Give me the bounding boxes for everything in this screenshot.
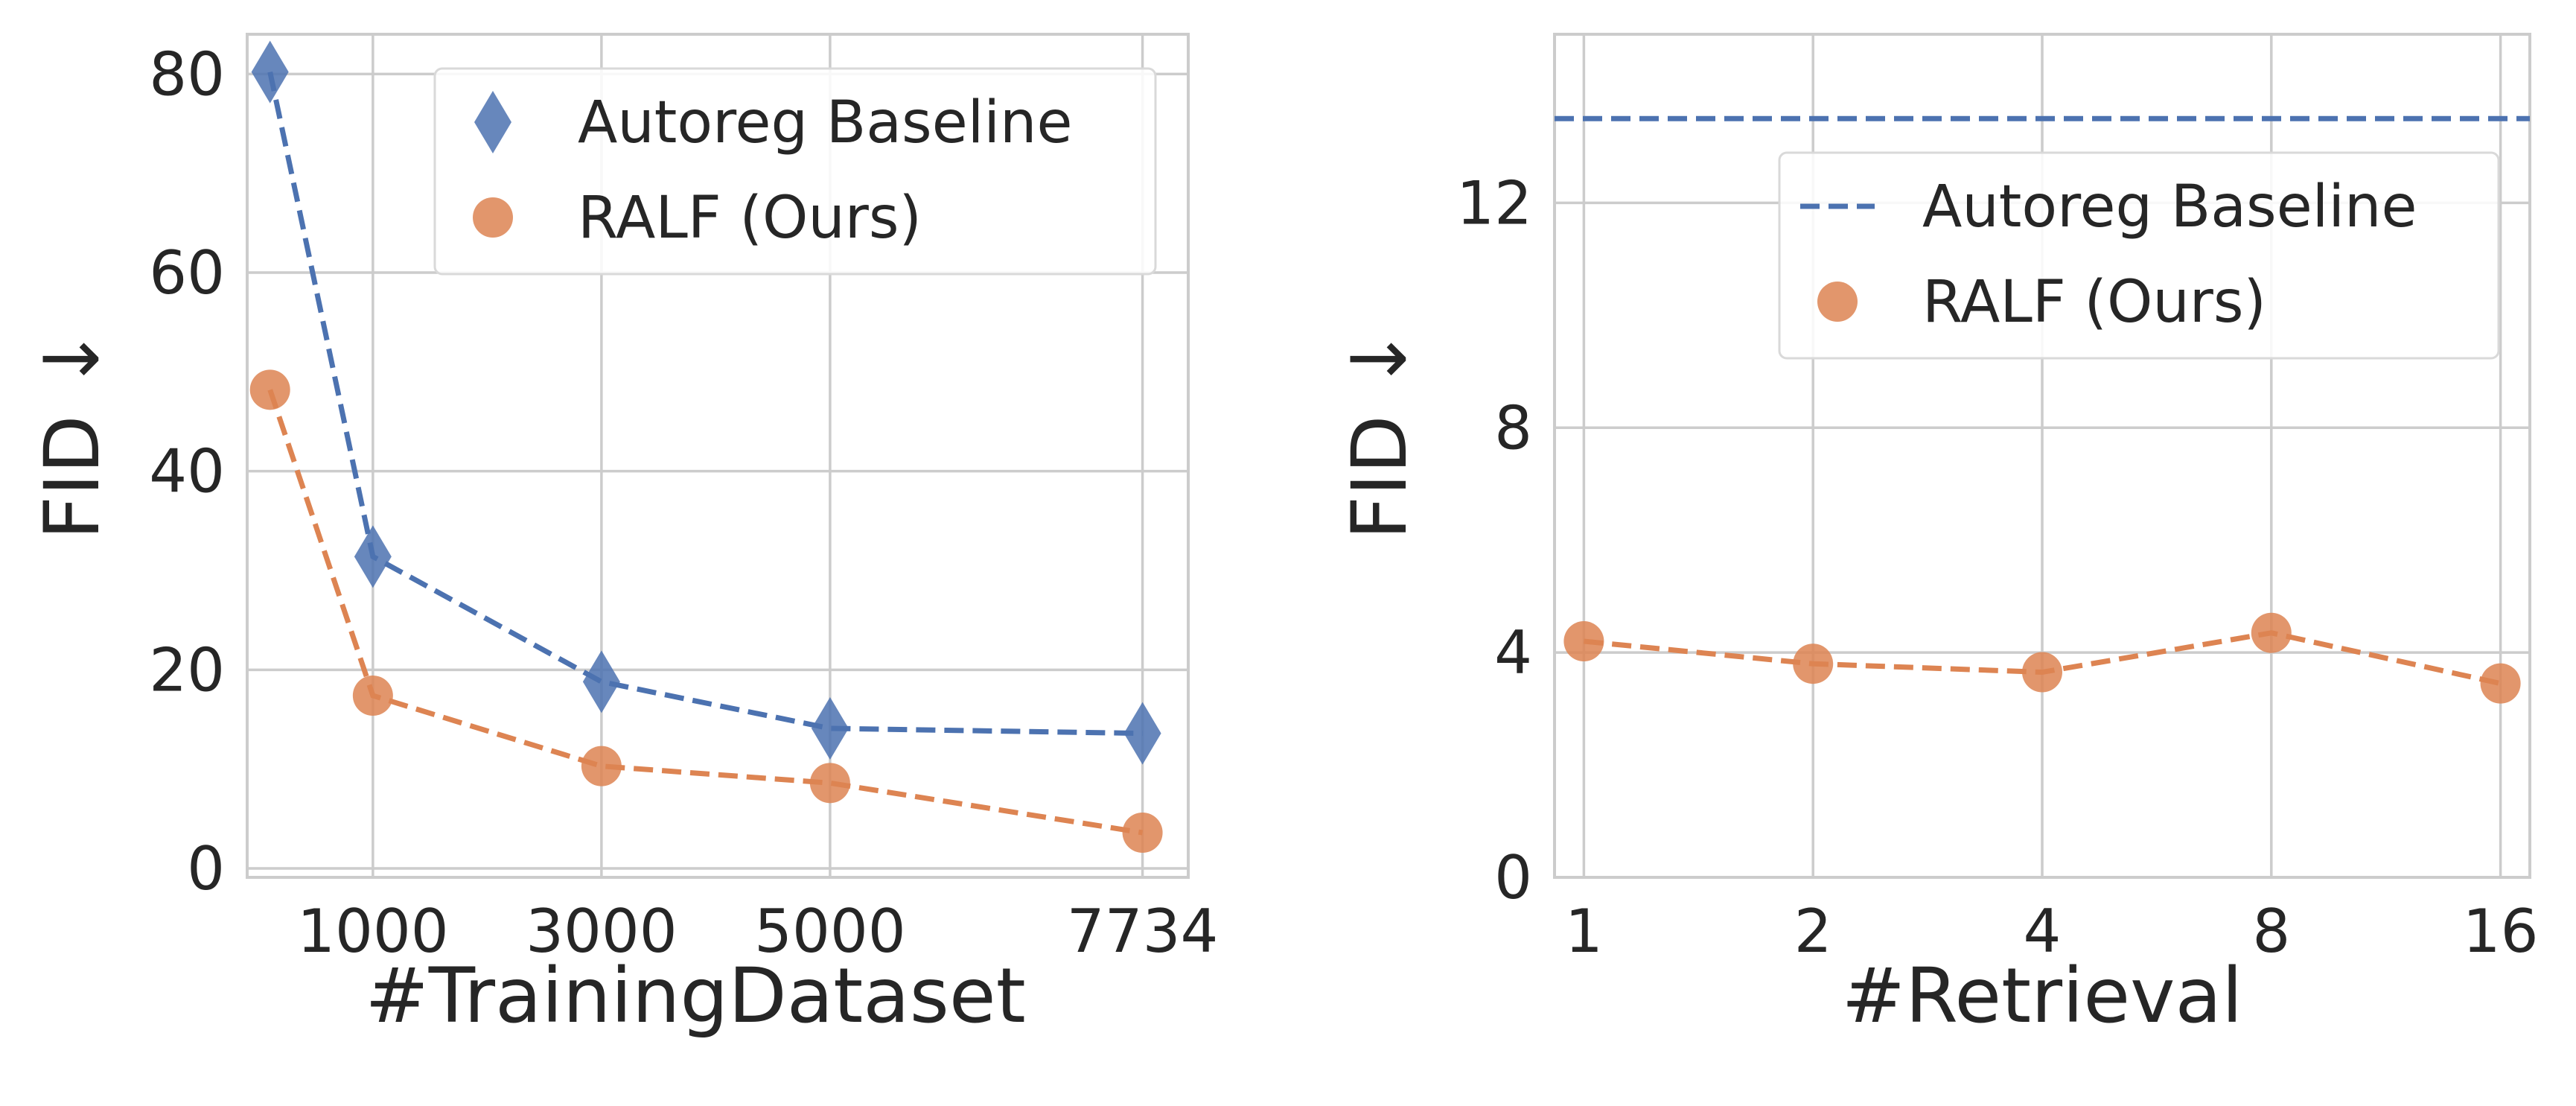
data-point-circle <box>809 763 850 804</box>
plot-frame <box>1553 33 2531 879</box>
data-point-circle <box>1122 813 1163 853</box>
y-tick-label: 0 <box>1494 843 1532 912</box>
data-point-diamond <box>354 525 392 588</box>
x-axis-label: #TrainingDataset <box>365 952 1025 1040</box>
legend-marker-circle <box>473 197 513 238</box>
x-tick-label: 1000 <box>297 897 449 966</box>
data-point-circle <box>581 746 622 786</box>
data-point-circle <box>1793 643 1834 684</box>
data-point-diamond <box>811 697 849 760</box>
x-tick-label: 8 <box>2252 897 2290 966</box>
data-point-diamond <box>1123 702 1161 765</box>
data-point-circle <box>2480 663 2521 704</box>
legend-label: RALF (Ours) <box>1922 269 2266 336</box>
y-axis-label: FID ↓ <box>28 327 117 539</box>
data-point-circle <box>249 369 290 410</box>
x-tick-label: 5000 <box>754 897 906 966</box>
data-point-circle <box>2251 612 2292 653</box>
series-autoreg-baseline <box>251 40 1161 765</box>
x-tick-label: 3000 <box>526 897 678 966</box>
legend: Autoreg Baseline RALF (Ours) <box>1778 151 2500 360</box>
data-point-diamond <box>251 40 289 104</box>
y-tick-label: 40 <box>149 437 225 506</box>
series-line <box>267 389 1144 836</box>
x-tick-label: 1 <box>1565 897 1603 966</box>
series-ralf-ours <box>1563 612 2521 704</box>
data-point-circle <box>352 676 393 716</box>
series-ralf-ours <box>249 369 1163 853</box>
x-axis-label: #Retrieval <box>1842 952 2243 1040</box>
x-tick-label: 2 <box>1794 897 1832 966</box>
y-axis-label: FID ↓ <box>1336 327 1424 539</box>
legend: Autoreg Baseline RALF (Ours) <box>433 67 1157 276</box>
data-point-circle <box>2022 652 2062 693</box>
legend-label: Autoreg Baseline <box>578 89 1072 156</box>
y-tick-label: 8 <box>1494 393 1532 463</box>
y-tick-label: 12 <box>1456 168 1532 238</box>
y-tick-label: 60 <box>149 238 225 308</box>
plot-frame <box>246 33 1190 879</box>
legend-marker-diamond <box>474 91 511 153</box>
legend-marker-circle <box>1817 282 1858 322</box>
x-tick-label: 7734 <box>1067 897 1219 966</box>
y-tick-label: 0 <box>187 834 225 903</box>
y-tick-label: 80 <box>149 39 225 109</box>
x-tick-label: 16 <box>2463 897 2539 966</box>
legend-label: Autoreg Baseline <box>1922 174 2417 241</box>
legend-box <box>433 67 1157 276</box>
series-line <box>267 71 1143 737</box>
chart-training-dataset: 1000 3000 5000 7734 0 20 40 60 80 #TrainingDatase… <box>28 33 1219 1040</box>
y-tick-label: 4 <box>1494 618 1532 687</box>
y-tick-label: 20 <box>149 635 225 705</box>
legend-label: RALF (Ours) <box>578 185 922 252</box>
x-tick-label: 4 <box>2024 897 2062 966</box>
data-point-diamond <box>582 650 620 714</box>
legend-box <box>1778 151 2500 360</box>
data-point-circle <box>1563 621 1604 662</box>
